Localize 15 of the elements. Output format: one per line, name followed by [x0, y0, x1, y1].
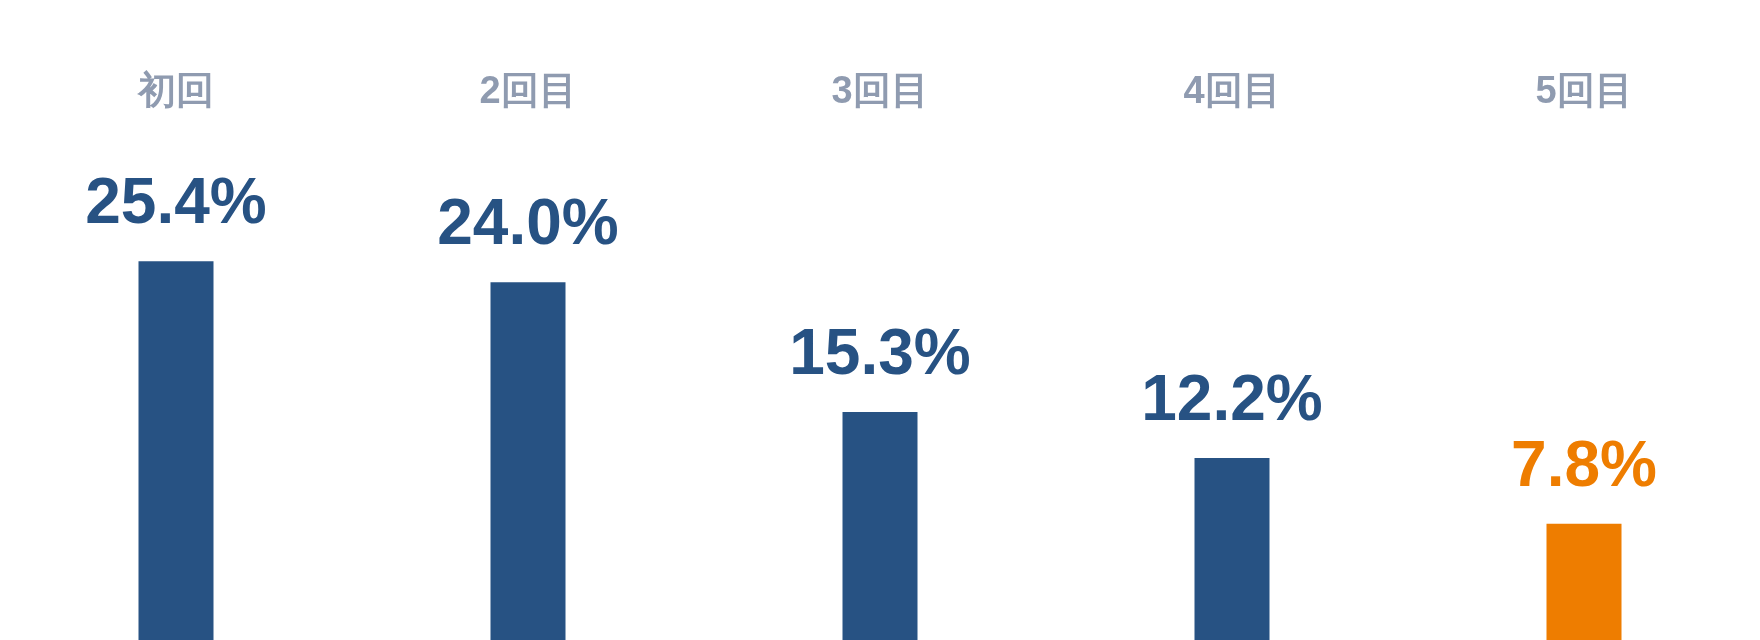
- x-tick-label: 2回目: [479, 69, 577, 111]
- x-tick-label: 初回: [137, 69, 214, 111]
- data-label: 12.2%: [1141, 362, 1323, 435]
- x-tick-label: 3回目: [831, 69, 929, 111]
- bar: [138, 261, 214, 640]
- data-label: 25.4%: [85, 165, 267, 238]
- bar: [842, 411, 918, 640]
- x-tick-label: 4回目: [1183, 69, 1281, 111]
- x-tick-label: 5回目: [1535, 69, 1633, 111]
- data-label: 15.3%: [789, 315, 971, 388]
- data-label: 7.8%: [1511, 427, 1657, 500]
- data-label: 24.0%: [437, 186, 619, 259]
- bar: [1194, 458, 1270, 640]
- bar: [490, 282, 566, 640]
- bar: [1546, 523, 1622, 640]
